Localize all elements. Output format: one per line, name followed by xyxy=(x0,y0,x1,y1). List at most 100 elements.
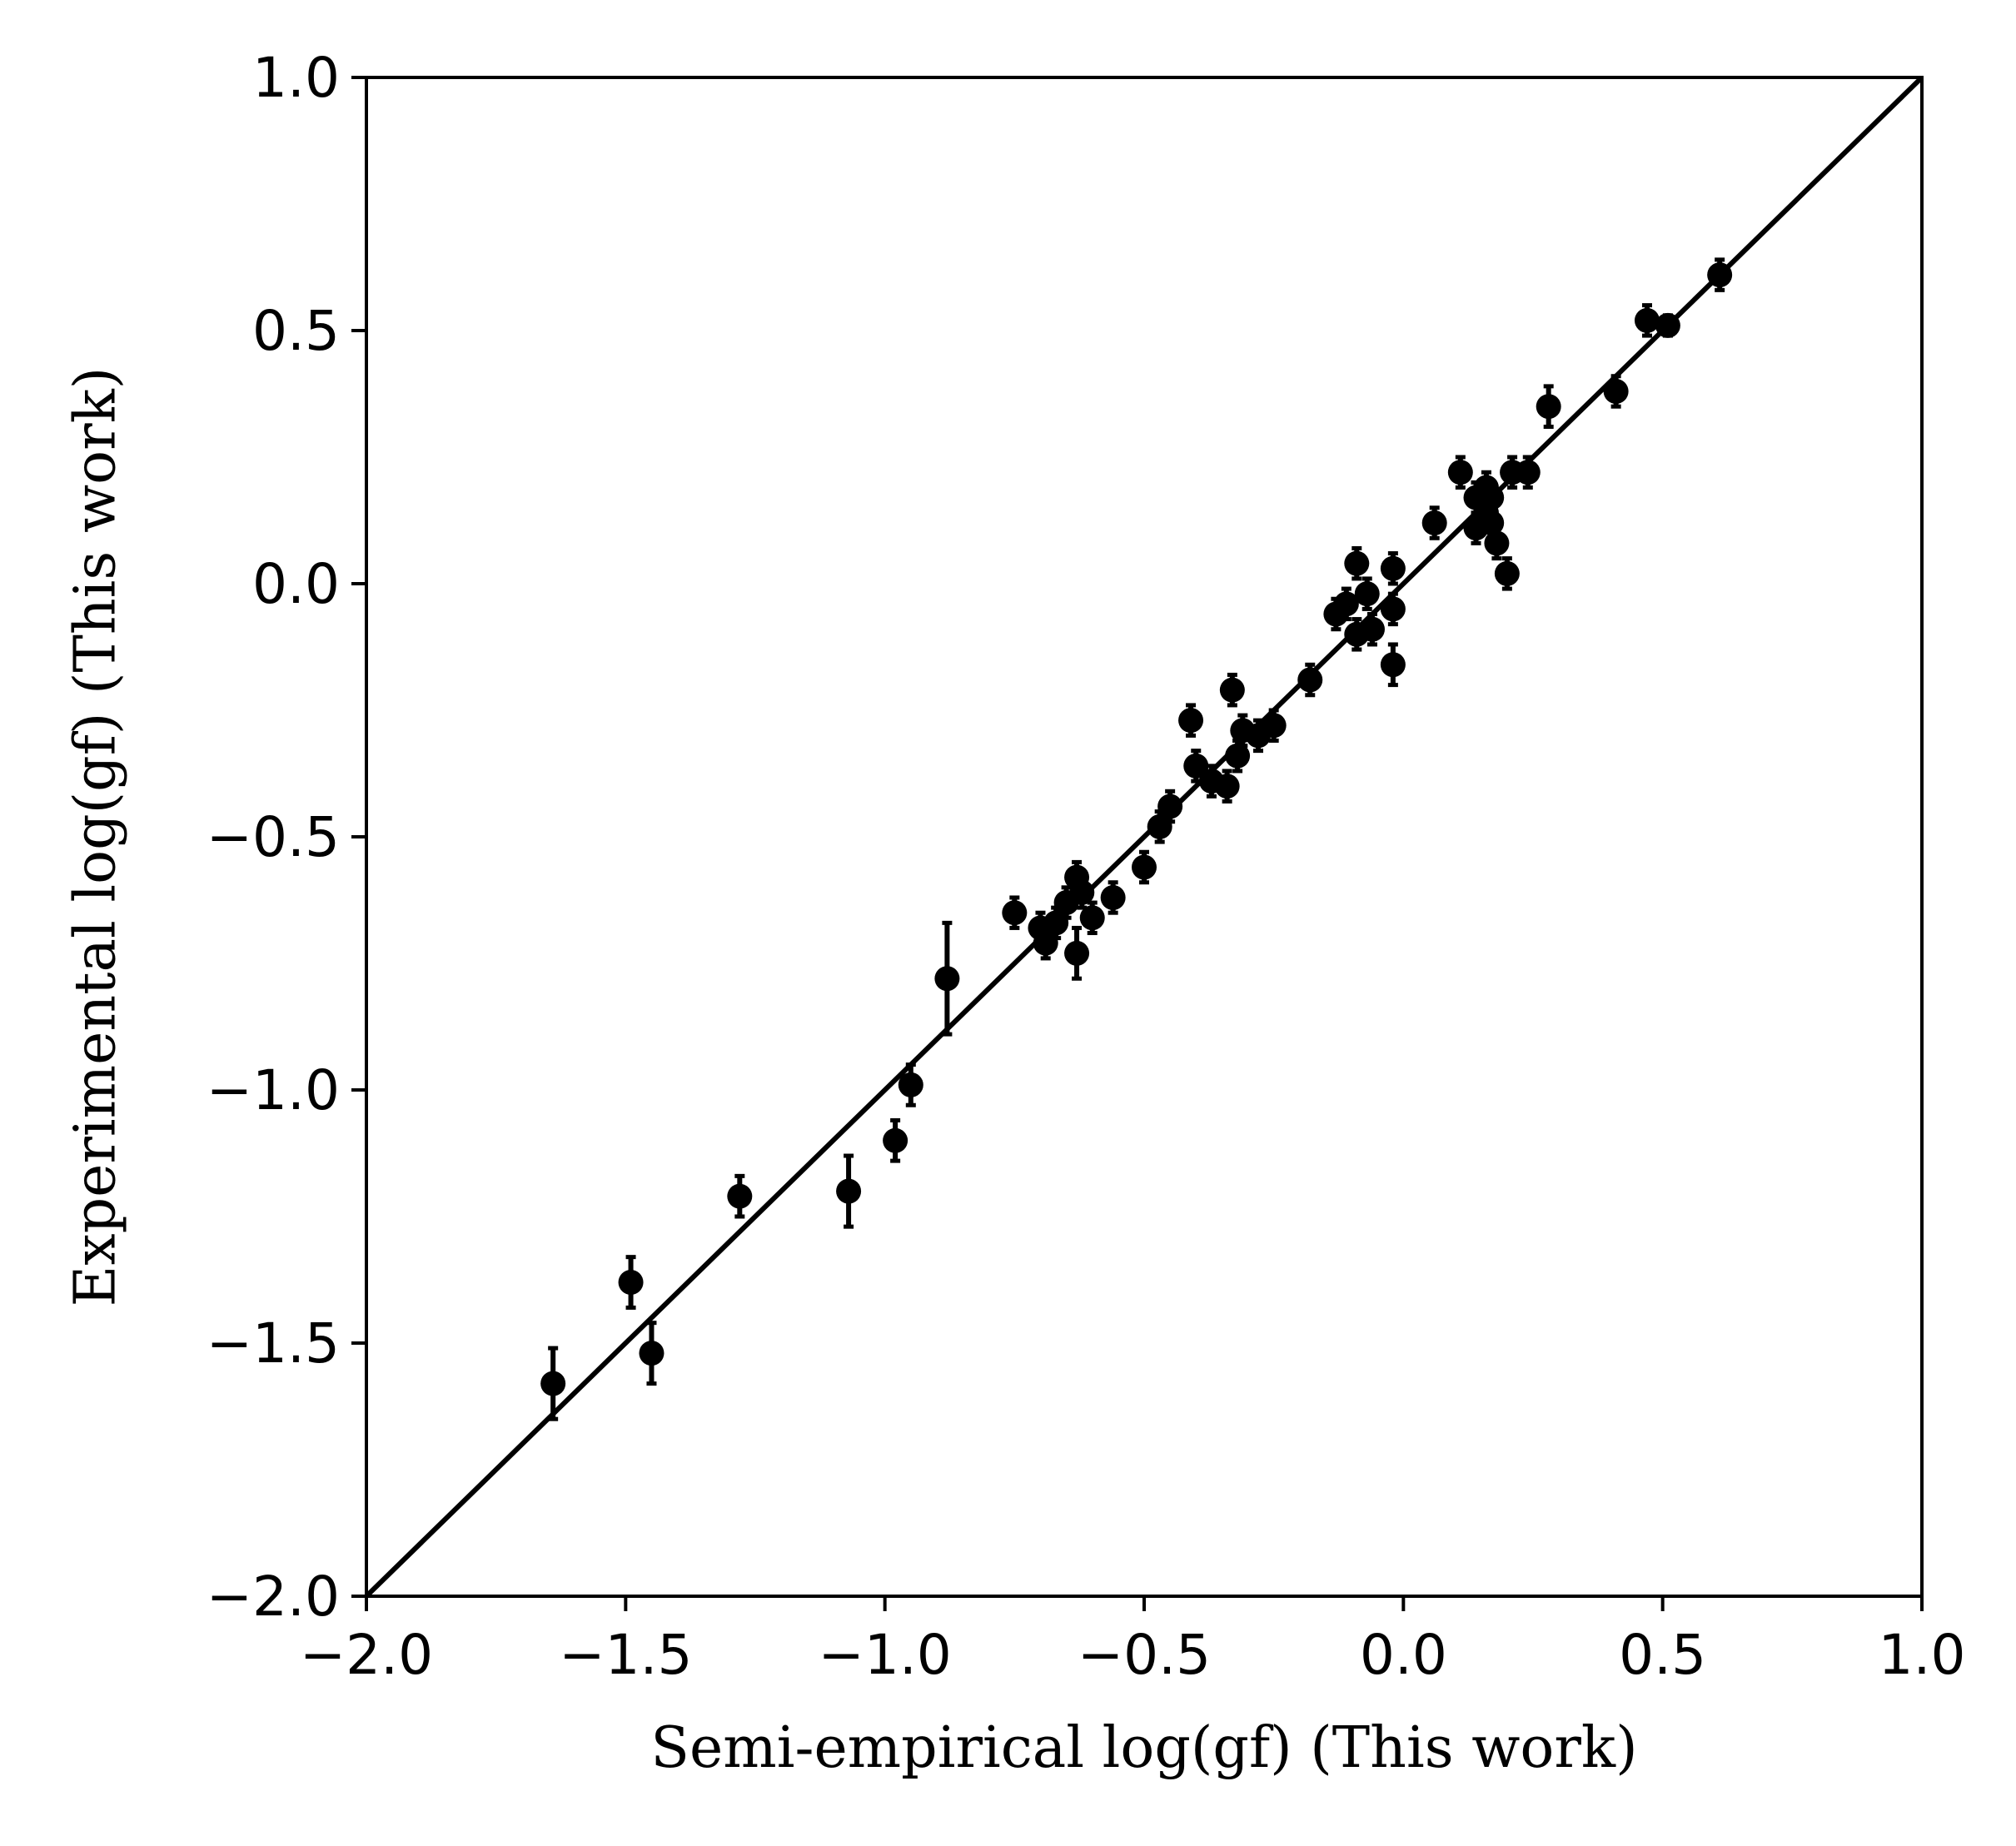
data-point-marker xyxy=(1634,307,1660,333)
data-point-marker xyxy=(1002,900,1028,926)
data-point-marker xyxy=(1484,530,1510,556)
x-axis-title: Semi-empirical log(gf) (This work) xyxy=(650,1715,1637,1781)
data-point xyxy=(1297,662,1323,698)
data-point xyxy=(883,1117,908,1163)
y-tick-label: −1.0 xyxy=(207,1058,340,1122)
data-point-marker xyxy=(1132,854,1157,880)
y-tick-label: 0.5 xyxy=(252,299,340,363)
data-point xyxy=(1479,480,1505,515)
y-tick-label: 1.0 xyxy=(252,46,340,110)
data-point xyxy=(1214,769,1240,804)
reference-line-y-equals-x xyxy=(364,75,1924,1599)
x-tick-label: 1.0 xyxy=(1879,1623,1966,1687)
data-point xyxy=(1079,900,1105,936)
data-point xyxy=(1421,505,1447,540)
data-point xyxy=(1157,789,1183,824)
data-point-marker xyxy=(1079,905,1105,931)
x-tick-label: −1.5 xyxy=(559,1623,692,1687)
data-point xyxy=(836,1153,862,1229)
data-point-marker xyxy=(639,1341,665,1366)
data-point-marker xyxy=(1344,550,1370,576)
data-point xyxy=(1359,611,1385,647)
y-tick-label: −0.5 xyxy=(207,805,340,869)
data-point xyxy=(1033,925,1058,961)
data-point-marker xyxy=(1479,485,1505,510)
data-point-marker xyxy=(1380,596,1406,622)
data-point-marker xyxy=(1603,378,1629,404)
data-point xyxy=(1634,303,1660,338)
x-tick-label: −0.5 xyxy=(1078,1623,1211,1687)
y-tick-label: −1.5 xyxy=(207,1311,340,1376)
data-point xyxy=(1655,312,1680,338)
data-point-marker xyxy=(540,1371,566,1396)
y-axis-title: Experimental log(gf) (This work) xyxy=(63,367,129,1307)
data-point-marker xyxy=(1219,677,1245,703)
data-point-marker xyxy=(934,966,960,992)
data-point xyxy=(1515,455,1541,490)
data-point-marker xyxy=(1515,460,1541,485)
data-point-marker xyxy=(1536,394,1561,420)
data-point xyxy=(1064,925,1090,981)
data-point-marker xyxy=(898,1072,923,1097)
data-point-marker xyxy=(883,1127,908,1153)
data-point-marker xyxy=(1225,743,1251,769)
data-point xyxy=(1002,895,1028,930)
y-tick-label: 0.0 xyxy=(252,552,340,616)
x-tick-label: −1.0 xyxy=(819,1623,952,1687)
data-point-marker xyxy=(836,1178,862,1204)
data-points-group xyxy=(540,257,1733,1421)
data-point xyxy=(1494,556,1520,591)
data-point xyxy=(1536,384,1561,430)
data-point xyxy=(1132,849,1157,885)
data-point xyxy=(1100,880,1126,915)
data-point-marker xyxy=(1421,510,1447,536)
data-point xyxy=(1333,586,1359,622)
data-point-marker xyxy=(1261,713,1287,739)
data-point-marker xyxy=(1447,460,1473,485)
data-point xyxy=(1219,672,1245,708)
data-point-marker xyxy=(1359,616,1385,642)
data-point xyxy=(898,1062,923,1107)
x-tick-label: 0.0 xyxy=(1360,1623,1447,1687)
data-point-marker xyxy=(1333,591,1359,617)
data-point-marker xyxy=(1707,262,1733,288)
data-point xyxy=(1484,525,1510,561)
data-point xyxy=(1261,708,1287,743)
data-point-marker xyxy=(1494,560,1520,586)
y-tick-label: −2.0 xyxy=(207,1565,340,1629)
data-point xyxy=(1603,374,1629,409)
x-tick-label: −2.0 xyxy=(300,1623,433,1687)
data-point xyxy=(1344,545,1370,581)
data-point-marker xyxy=(1183,753,1209,779)
data-point-marker xyxy=(618,1270,644,1296)
x-axis-ticks: −2.0 −1.5 −1.0 −0.5 0.0 0.5 1.0 xyxy=(300,1596,1966,1687)
data-point-marker xyxy=(1354,581,1380,607)
data-point-marker xyxy=(1157,794,1183,819)
data-point-marker xyxy=(1297,667,1323,693)
data-point xyxy=(1380,642,1406,688)
data-point xyxy=(618,1255,644,1310)
x-tick-label: 0.5 xyxy=(1619,1623,1706,1687)
data-point xyxy=(1380,591,1406,627)
data-point xyxy=(727,1173,753,1219)
data-point-marker xyxy=(1064,940,1090,966)
data-point-marker xyxy=(1380,652,1406,678)
data-point-marker xyxy=(1214,774,1240,799)
data-point-marker xyxy=(1380,555,1406,581)
data-point xyxy=(934,920,960,1037)
data-point xyxy=(1380,551,1406,586)
data-point xyxy=(1447,455,1473,490)
data-point-marker xyxy=(727,1183,753,1209)
y-axis-ticks: −2.0 −1.5 −1.0 −0.5 0.0 0.5 1.0 xyxy=(207,46,366,1629)
data-point xyxy=(639,1321,665,1386)
data-point-marker xyxy=(1100,884,1126,910)
data-point xyxy=(1178,703,1204,738)
data-point xyxy=(540,1346,566,1421)
data-point xyxy=(1707,257,1733,292)
reference-line-group xyxy=(364,75,1924,1599)
data-point-marker xyxy=(1178,708,1204,734)
data-point-marker xyxy=(1069,879,1095,905)
data-point-marker xyxy=(1655,312,1680,338)
